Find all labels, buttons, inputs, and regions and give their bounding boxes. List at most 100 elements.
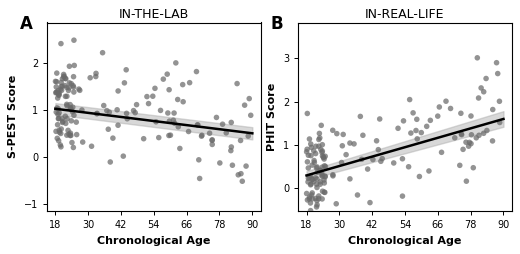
Point — [100, 103, 108, 107]
Point — [489, 107, 497, 112]
Y-axis label: PHIT Score: PHIT Score — [267, 83, 278, 151]
Point — [53, 90, 61, 94]
Title: IN-REAL-LIFE: IN-REAL-LIFE — [365, 8, 445, 21]
Point — [53, 71, 61, 75]
Point — [55, 128, 63, 132]
Point — [66, 133, 74, 137]
Point — [58, 84, 67, 88]
Point — [311, 144, 320, 148]
Point — [309, 149, 318, 153]
Point — [313, 185, 321, 189]
Point — [311, 196, 320, 200]
Point — [70, 90, 78, 94]
Point — [196, 177, 204, 181]
Point — [55, 130, 63, 134]
Point — [320, 190, 329, 194]
Point — [321, 154, 329, 158]
Point — [205, 131, 214, 135]
Point — [106, 160, 114, 164]
Point — [69, 105, 77, 109]
Point — [482, 76, 490, 81]
Point — [477, 86, 485, 90]
Point — [423, 124, 431, 128]
Point — [465, 140, 474, 145]
Point — [309, 180, 318, 184]
Point — [53, 91, 61, 95]
Point — [72, 120, 81, 124]
Point — [320, 181, 329, 185]
Point — [69, 84, 77, 88]
Point — [86, 76, 94, 80]
Point — [63, 86, 71, 90]
Point — [194, 158, 203, 162]
Point — [61, 76, 69, 81]
Point — [67, 107, 75, 112]
Point — [406, 98, 414, 102]
Point — [303, 160, 311, 164]
Point — [55, 93, 63, 97]
Point — [61, 114, 70, 118]
X-axis label: Chronological Age: Chronological Age — [97, 236, 211, 246]
Point — [311, 176, 320, 180]
Point — [475, 133, 483, 137]
Point — [304, 166, 313, 170]
Point — [240, 103, 249, 107]
Point — [131, 111, 139, 115]
Point — [98, 51, 107, 55]
Point — [375, 117, 384, 121]
Point — [459, 147, 467, 151]
Point — [308, 197, 317, 201]
Point — [198, 133, 206, 137]
Point — [53, 106, 61, 110]
Point — [372, 139, 381, 143]
Point — [496, 120, 504, 124]
Point — [193, 123, 201, 127]
Point — [171, 121, 179, 125]
Point — [149, 94, 157, 98]
Point — [208, 138, 216, 142]
Point — [129, 108, 138, 113]
Point — [313, 203, 321, 207]
Point — [303, 112, 311, 116]
Point — [93, 112, 101, 116]
Point — [316, 168, 324, 172]
Point — [306, 174, 315, 178]
Point — [303, 192, 311, 196]
Point — [425, 169, 433, 173]
Point — [54, 96, 62, 100]
Point — [434, 114, 442, 118]
Point — [159, 77, 167, 81]
Point — [114, 123, 122, 127]
X-axis label: Chronological Age: Chronological Age — [348, 236, 462, 246]
Point — [152, 120, 160, 124]
Point — [469, 166, 477, 170]
Point — [320, 155, 328, 160]
Point — [492, 61, 501, 65]
Point — [320, 157, 328, 161]
Point — [321, 174, 329, 178]
Point — [192, 70, 201, 74]
Point — [437, 150, 446, 154]
Point — [63, 94, 71, 98]
Point — [109, 136, 117, 140]
Point — [473, 56, 482, 60]
Point — [303, 221, 311, 225]
Point — [123, 117, 132, 121]
Point — [237, 138, 245, 142]
Point — [318, 189, 327, 193]
Point — [356, 114, 365, 118]
Point — [237, 172, 245, 176]
Point — [304, 180, 312, 184]
Point — [337, 161, 346, 165]
Point — [55, 111, 63, 115]
Point — [61, 84, 69, 88]
Point — [318, 171, 326, 176]
Point — [488, 139, 497, 143]
Point — [242, 164, 250, 168]
Point — [56, 87, 64, 91]
Point — [442, 99, 450, 103]
Point — [338, 144, 346, 148]
Point — [178, 83, 187, 87]
Point — [122, 111, 131, 115]
Point — [57, 42, 65, 46]
